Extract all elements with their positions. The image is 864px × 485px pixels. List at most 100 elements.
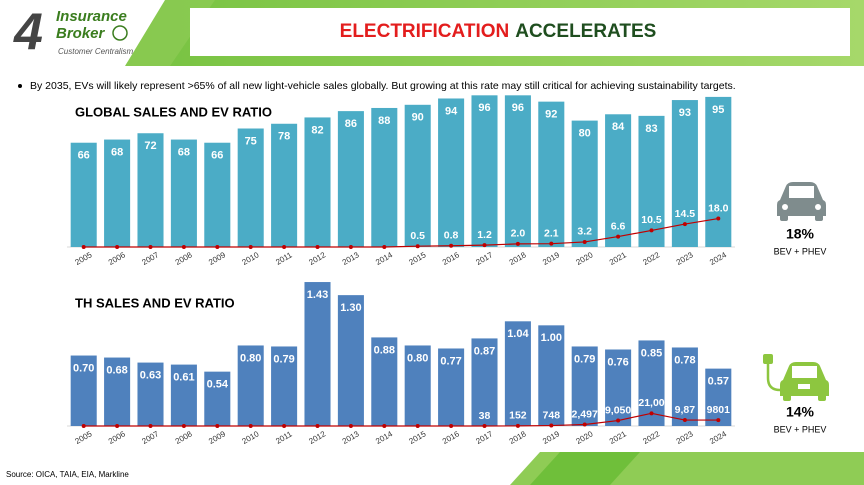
bar — [204, 371, 231, 426]
bar — [471, 95, 498, 247]
bar — [438, 348, 465, 426]
line-marker — [382, 245, 387, 249]
line-marker — [582, 422, 587, 427]
x-tick-label: 2017 — [474, 250, 494, 267]
line-value-label: 3.2 — [577, 226, 592, 238]
bar-value-label: 68 — [111, 146, 123, 158]
bar — [504, 95, 531, 247]
line-marker — [248, 245, 253, 249]
bar — [170, 139, 197, 247]
bar-value-label: 0.87 — [474, 345, 495, 357]
logo-line1: Insurance — [56, 8, 127, 25]
bar-value-label: 0.80 — [407, 352, 428, 364]
callout-value: 14% — [786, 404, 815, 420]
bar — [337, 111, 364, 248]
line-marker — [315, 424, 320, 428]
bar — [571, 120, 598, 247]
bar — [271, 346, 298, 426]
x-tick-label: 2014 — [374, 250, 394, 267]
line-marker — [449, 424, 454, 428]
line-marker — [282, 424, 287, 428]
bar — [605, 114, 632, 247]
logo-globe — [112, 25, 128, 41]
car-icon — [777, 182, 826, 221]
slide-title: ELECTRIFICATION ACCELERATES — [340, 21, 657, 42]
bar — [404, 345, 431, 426]
source-note: Source: OICA, TAIA, EIA, Markline — [6, 470, 129, 479]
x-tick-label: 2024 — [708, 429, 728, 446]
bar-value-label: 83 — [645, 123, 657, 135]
bar — [70, 142, 97, 247]
line-value-label: 18.0 — [708, 202, 729, 214]
bar-value-label: 0.77 — [440, 355, 461, 367]
x-tick-label: 2005 — [74, 250, 94, 267]
bar-value-label: 94 — [445, 105, 458, 117]
chart-title: GLOBAL SALES AND EV RATIO — [75, 104, 272, 119]
bar — [638, 115, 665, 247]
x-tick-label: 2006 — [107, 429, 127, 446]
bar-value-label: 96 — [478, 102, 490, 114]
bar-value-label: 0.63 — [140, 369, 161, 381]
line-value-label: 10.5 — [641, 214, 662, 226]
line-value-label: 14.5 — [675, 208, 696, 220]
line-marker — [315, 245, 320, 249]
x-tick-label: 2013 — [341, 250, 361, 267]
x-tick-label: 2014 — [374, 429, 394, 446]
line-marker — [282, 245, 287, 249]
bar — [471, 338, 498, 426]
x-tick-label: 2007 — [140, 250, 160, 267]
x-tick-label: 2016 — [441, 429, 461, 446]
line-marker — [348, 245, 353, 249]
logo-number: 4 — [13, 4, 43, 62]
line-marker — [716, 216, 721, 221]
line-marker — [649, 411, 654, 416]
bar — [605, 349, 632, 426]
line-marker — [616, 418, 621, 423]
bar — [404, 104, 431, 247]
x-tick-label: 2019 — [541, 250, 561, 267]
bar — [137, 362, 164, 426]
x-tick-label: 2020 — [575, 250, 595, 267]
x-tick-label: 2024 — [708, 250, 728, 267]
bar-value-label: 84 — [612, 121, 625, 133]
x-tick-label: 2023 — [675, 429, 695, 446]
bar-value-label: 92 — [545, 109, 557, 121]
bar — [237, 345, 264, 426]
bar-value-label: 1.00 — [541, 332, 562, 344]
line-value-label: 9,050 — [605, 404, 631, 416]
line-marker — [348, 424, 353, 428]
x-tick-label: 2008 — [174, 429, 194, 446]
line-marker — [716, 418, 721, 423]
bar-value-label: 1.43 — [307, 289, 328, 301]
bar — [504, 321, 531, 426]
bar-value-label: 82 — [311, 124, 323, 136]
line-marker — [382, 424, 387, 428]
x-tick-label: 2018 — [508, 250, 528, 267]
bar — [304, 282, 331, 426]
x-tick-label: 2015 — [408, 429, 428, 446]
line — [83, 217, 719, 248]
x-tick-label: 2012 — [307, 250, 327, 267]
bar — [104, 139, 131, 247]
x-tick-label: 2010 — [241, 250, 261, 267]
line-marker — [582, 239, 587, 244]
logo-area — [0, 0, 165, 66]
ev-car-icon — [763, 354, 829, 401]
line-marker — [181, 245, 186, 249]
x-tick-label: 2018 — [508, 429, 528, 446]
bar — [104, 357, 131, 426]
line-value-label: 2,497 — [572, 408, 598, 420]
line-marker — [248, 424, 253, 428]
bar-value-label: 88 — [378, 115, 390, 127]
bar — [137, 133, 164, 247]
x-tick-label: 2007 — [140, 429, 160, 446]
x-tick-label: 2017 — [474, 429, 494, 446]
title-red: ELECTRIFICATION — [340, 21, 510, 42]
callout-value: 18% — [786, 226, 815, 242]
bar-value-label: 0.54 — [207, 379, 229, 391]
bullet-text: By 2035, EVs will likely represent >65% … — [30, 80, 736, 92]
x-tick-label: 2011 — [274, 250, 294, 267]
bar-value-label: 78 — [278, 131, 290, 143]
bar-value-label: 95 — [712, 104, 724, 116]
charts: GLOBAL SALES AND EV RATIO 2005 2006 2007 200… — [67, 95, 735, 446]
